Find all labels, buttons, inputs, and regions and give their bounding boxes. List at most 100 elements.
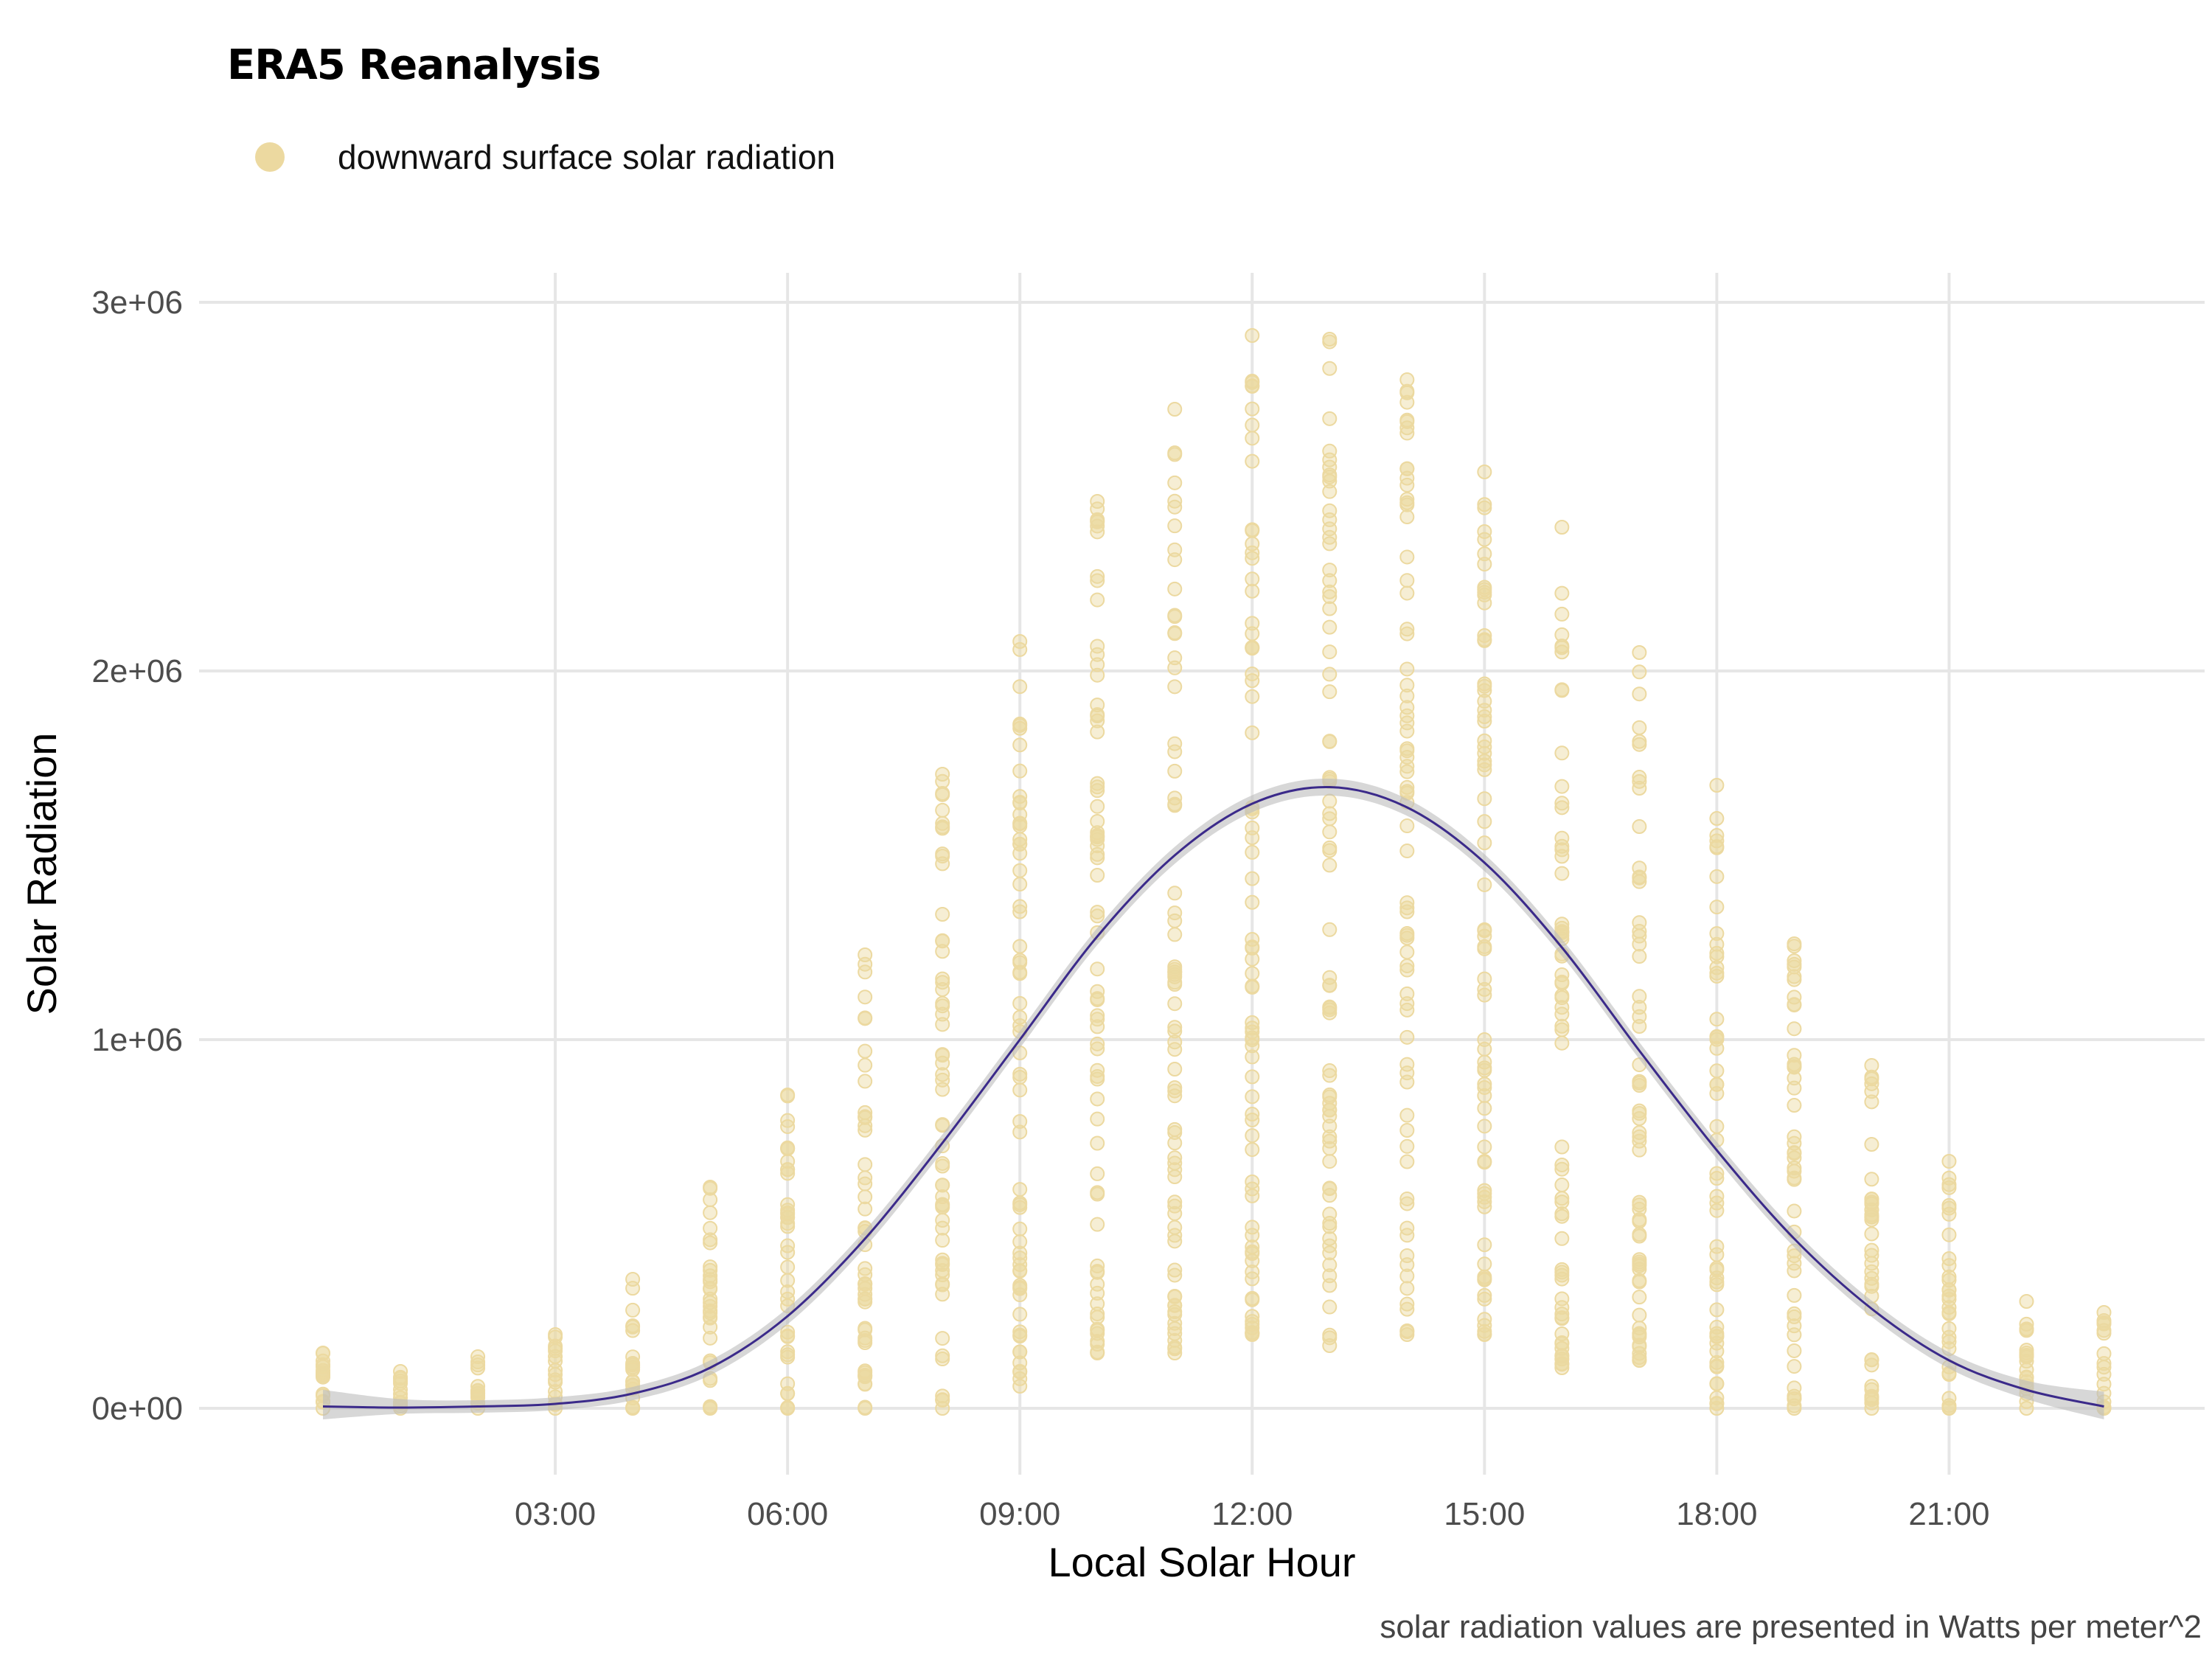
- data-point: [1477, 1237, 1492, 1253]
- data-point: [1245, 939, 1260, 955]
- data-point: [1322, 1219, 1338, 1234]
- data-point: [1709, 1277, 1725, 1293]
- data-point: [1245, 979, 1260, 995]
- data-point: [1322, 1102, 1338, 1118]
- data-point: [1709, 778, 1725, 793]
- data-point: [1632, 1197, 1647, 1213]
- data-point: [1322, 512, 1338, 527]
- data-point: [703, 1310, 718, 1325]
- data-point: [1245, 523, 1260, 538]
- data-point: [1167, 798, 1183, 813]
- data-point: [1090, 1111, 1105, 1127]
- data-point: [1322, 793, 1338, 809]
- data-point: [1554, 1208, 1570, 1224]
- data-point: [935, 1117, 950, 1133]
- data-point: [1864, 1194, 1879, 1210]
- data-point: [1322, 644, 1338, 660]
- data-point: [780, 1141, 796, 1157]
- data-point: [1632, 1256, 1647, 1272]
- data-point: [1787, 1135, 1802, 1151]
- data-point: [1245, 932, 1260, 947]
- data-point: [858, 1109, 873, 1124]
- data-point: [1322, 334, 1338, 349]
- x-tick-label: 18:00: [1676, 1496, 1757, 1532]
- data-point: [1167, 886, 1183, 901]
- data-point: [1709, 1247, 1725, 1262]
- data-point: [1554, 1231, 1570, 1246]
- data-point: [1090, 1306, 1105, 1321]
- data-point: [1941, 1321, 1957, 1336]
- data-point: [935, 1017, 950, 1032]
- data-point: [1632, 1273, 1647, 1288]
- data-point: [1012, 737, 1028, 753]
- data-point: [1399, 1301, 1415, 1317]
- data-point: [1090, 779, 1105, 795]
- data-point: [1245, 966, 1260, 981]
- data-point: [780, 1210, 796, 1225]
- data-point: [1399, 900, 1415, 916]
- data-point: [1554, 606, 1570, 622]
- data-point: [935, 1189, 950, 1205]
- data-point: [393, 1371, 408, 1386]
- data-point: [1090, 961, 1105, 977]
- data-point: [1090, 838, 1105, 854]
- x-tick-label: 06:00: [747, 1496, 828, 1532]
- data-point: [1322, 1129, 1338, 1144]
- data-point: [935, 1178, 950, 1193]
- data-point: [1632, 989, 1647, 1004]
- data-point: [1554, 830, 1570, 846]
- data-point: [1245, 1239, 1260, 1255]
- data-point: [1632, 645, 1647, 660]
- data-point: [1477, 877, 1492, 892]
- data-point: [1245, 1142, 1260, 1158]
- data-point: [1709, 1376, 1725, 1391]
- data-point: [1090, 724, 1105, 740]
- x-axis-title: Local Solar Hour: [1048, 1539, 1355, 1585]
- data-point: [1322, 667, 1338, 682]
- data-point: [316, 1363, 331, 1378]
- data-point: [1090, 1285, 1105, 1301]
- data-point: [1090, 799, 1105, 814]
- data-point: [1554, 849, 1570, 864]
- data-point: [1012, 1009, 1028, 1025]
- data-point: [780, 1400, 796, 1416]
- data-point: [1941, 1391, 1957, 1406]
- data-point: [1167, 1083, 1183, 1099]
- data-point: [1632, 870, 1647, 886]
- data-point: [1477, 714, 1492, 729]
- data-point: [935, 1388, 950, 1404]
- data-point: [1399, 1191, 1415, 1206]
- data-point: [1245, 453, 1260, 469]
- data-point: [1245, 1089, 1260, 1105]
- data-point: [1632, 819, 1647, 835]
- data-point: [1012, 815, 1028, 831]
- data-point: [625, 1400, 641, 1416]
- data-point: [1632, 686, 1647, 702]
- data-point: [1090, 1008, 1105, 1023]
- data-point: [2096, 1305, 2112, 1320]
- data-point: [1632, 949, 1647, 964]
- data-point: [1477, 557, 1492, 572]
- data-point: [1167, 927, 1183, 942]
- data-point: [1632, 1339, 1647, 1354]
- data-point: [1477, 632, 1492, 647]
- data-point: [1090, 513, 1105, 529]
- data-point: [1167, 1298, 1183, 1313]
- data-point: [1477, 1256, 1492, 1272]
- x-tick-label: 15:00: [1444, 1496, 1525, 1532]
- data-point: [935, 1006, 950, 1022]
- data-point: [1864, 1226, 1879, 1242]
- data-point: [1709, 1262, 1725, 1278]
- data-point: [1477, 627, 1492, 643]
- data-point: [703, 1220, 718, 1236]
- data-point: [1245, 1069, 1260, 1085]
- data-point: [1399, 986, 1415, 1001]
- data-point: [1709, 1012, 1725, 1027]
- data-point: [1090, 1036, 1105, 1051]
- y-axis-title: Solar Radiation: [18, 733, 65, 1015]
- data-point: [1709, 1401, 1725, 1416]
- data-point: [1477, 676, 1492, 692]
- data-point: [1864, 1248, 1879, 1263]
- data-point: [1477, 987, 1492, 1003]
